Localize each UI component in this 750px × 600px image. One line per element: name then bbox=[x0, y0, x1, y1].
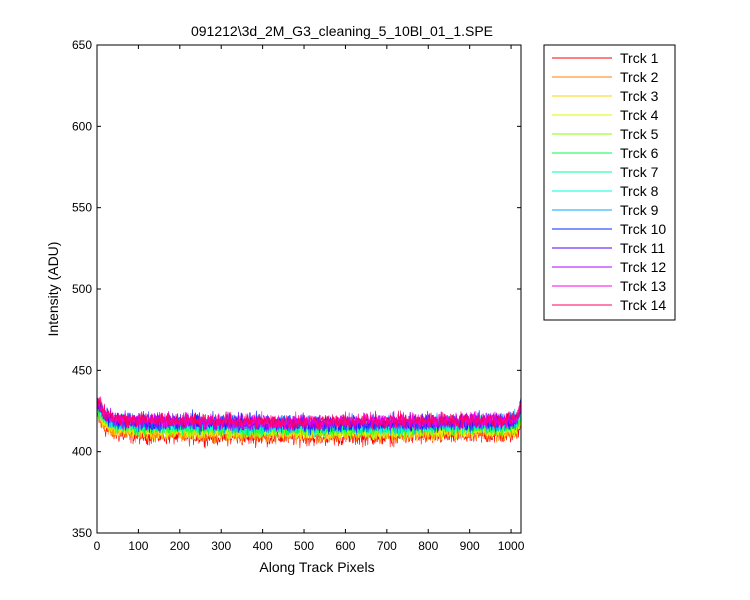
x-tick-label: 1000 bbox=[498, 539, 525, 553]
chart-title: 091212\3d_2M_G3_cleaning_5_10Bl_01_1.SPE bbox=[191, 23, 493, 39]
x-tick-label: 600 bbox=[335, 539, 355, 553]
y-tick-label: 450 bbox=[72, 363, 92, 377]
legend-label: Trck 4 bbox=[620, 107, 659, 123]
legend-box bbox=[543, 44, 676, 321]
legend-label: Trck 1 bbox=[620, 50, 659, 66]
legend-label: Trck 12 bbox=[620, 259, 666, 275]
x-tick-label: 0 bbox=[94, 539, 101, 553]
y-tick-label: 500 bbox=[72, 282, 92, 296]
x-tick-label: 200 bbox=[170, 539, 190, 553]
legend-label: Trck 13 bbox=[620, 278, 666, 294]
x-tick-label: 400 bbox=[253, 539, 273, 553]
y-tick-label: 600 bbox=[72, 119, 92, 133]
legend-label: Trck 2 bbox=[620, 69, 659, 85]
legend-label: Trck 3 bbox=[620, 88, 659, 104]
plot-area bbox=[96, 44, 522, 534]
x-tick-label: 100 bbox=[128, 539, 148, 553]
legend-label: Trck 14 bbox=[620, 297, 666, 313]
legend-label: Trck 6 bbox=[620, 145, 659, 161]
y-tick-label: 650 bbox=[72, 38, 92, 52]
x-tick-label: 500 bbox=[294, 539, 314, 553]
y-tick-label: 350 bbox=[72, 526, 92, 540]
series-layer bbox=[96, 389, 522, 449]
legend-label: Trck 9 bbox=[620, 202, 659, 218]
legend-label: Trck 8 bbox=[620, 183, 659, 199]
x-tick-label: 800 bbox=[418, 539, 438, 553]
y-axis: 350 400 450 500 550 600 650 bbox=[72, 38, 521, 540]
x-axis-label: Along Track Pixels bbox=[259, 559, 374, 575]
legend-label: Trck 10 bbox=[620, 221, 666, 237]
legend-items: Trck 1 Trck 2 Trck 3 Trck 4 Trck 5 Trck 6 Trck… bbox=[552, 50, 666, 313]
x-tick-label: 900 bbox=[460, 539, 480, 553]
series-line bbox=[96, 389, 522, 431]
x-tick-label: 300 bbox=[211, 539, 231, 553]
x-axis: 0 100 200 300 400 500 600 700 800 900 1000 bbox=[94, 45, 525, 553]
legend-label: Trck 11 bbox=[620, 240, 665, 256]
legend: Trck 1 Trck 2 Trck 3 Trck 4 Trck 5 Trck 6 Trck… bbox=[543, 44, 676, 321]
y-tick-label: 400 bbox=[72, 445, 92, 459]
legend-label: Trck 7 bbox=[620, 164, 659, 180]
y-tick-label: 550 bbox=[72, 201, 92, 215]
y-axis-label: Intensity (ADU) bbox=[45, 242, 61, 337]
plot-background bbox=[97, 45, 521, 533]
x-tick-label: 700 bbox=[377, 539, 397, 553]
legend-label: Trck 5 bbox=[620, 126, 659, 142]
